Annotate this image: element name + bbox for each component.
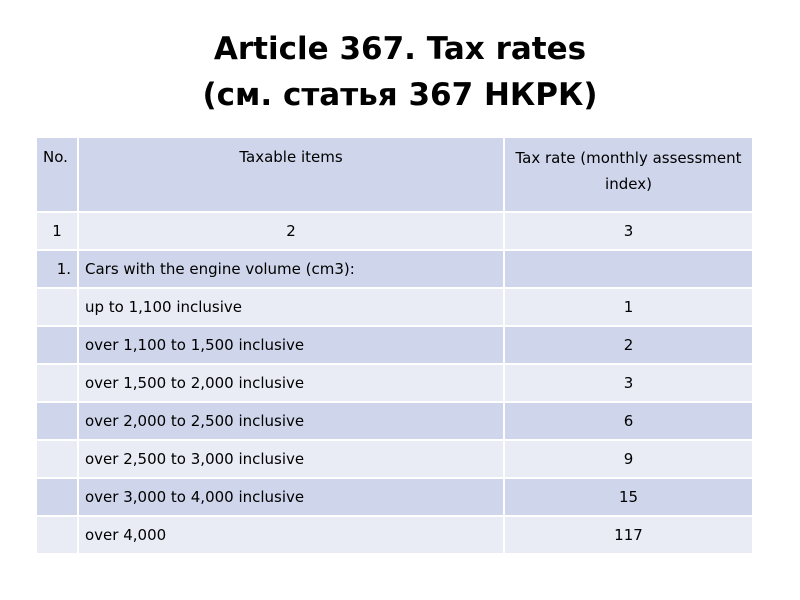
tax-rates-table: No. Taxable items Tax rate (monthly asse… bbox=[35, 136, 754, 555]
numbering-cell-1: 1 bbox=[35, 211, 79, 251]
table-row: over 2,500 to 3,000 inclusive 9 bbox=[35, 439, 754, 479]
table-row: over 3,000 to 4,000 inclusive 15 bbox=[35, 477, 754, 517]
row-item: over 3,000 to 4,000 inclusive bbox=[77, 477, 505, 517]
row-no bbox=[35, 515, 79, 555]
row-rate: 15 bbox=[503, 477, 754, 517]
row-rate: 6 bbox=[503, 401, 754, 441]
row-item: over 1,500 to 2,000 inclusive bbox=[77, 363, 505, 403]
header-no: No. bbox=[35, 136, 79, 213]
table-row: over 4,000 117 bbox=[35, 515, 754, 555]
title-line-1: Article 367. Tax rates bbox=[213, 31, 587, 67]
row-item: over 2,500 to 3,000 inclusive bbox=[77, 439, 505, 479]
header-tax-rate: Tax rate (monthly assessment index) bbox=[503, 136, 754, 213]
numbering-cell-3: 3 bbox=[503, 211, 754, 251]
table-row: up to 1,100 inclusive 1 bbox=[35, 287, 754, 327]
table-numbering-row: 1 2 3 bbox=[35, 211, 754, 251]
table-row: over 1,500 to 2,000 inclusive 3 bbox=[35, 363, 754, 403]
header-taxable-items: Taxable items bbox=[77, 136, 505, 213]
row-no bbox=[35, 439, 79, 479]
row-no bbox=[35, 363, 79, 403]
row-no bbox=[35, 325, 79, 365]
title-line-2: (см. статья 367 НКРК) bbox=[202, 77, 598, 113]
row-item: over 2,000 to 2,500 inclusive bbox=[77, 401, 505, 441]
row-rate: 9 bbox=[503, 439, 754, 479]
row-no bbox=[35, 477, 79, 517]
table-section-row: 1. Cars with the engine volume (cm3): bbox=[35, 249, 754, 289]
row-item: over 1,100 to 1,500 inclusive bbox=[77, 325, 505, 365]
table-row: over 1,100 to 1,500 inclusive 2 bbox=[35, 325, 754, 365]
row-no bbox=[35, 401, 79, 441]
row-rate: 1 bbox=[503, 287, 754, 327]
row-item: up to 1,100 inclusive bbox=[77, 287, 505, 327]
table-row: over 2,000 to 2,500 inclusive 6 bbox=[35, 401, 754, 441]
page-title: Article 367. Tax rates (см. статья 367 Н… bbox=[0, 26, 800, 118]
section-item: Cars with the engine volume (cm3): bbox=[77, 249, 505, 289]
section-no: 1. bbox=[35, 249, 79, 289]
row-rate: 2 bbox=[503, 325, 754, 365]
section-rate bbox=[503, 249, 754, 289]
numbering-cell-2: 2 bbox=[77, 211, 505, 251]
row-no bbox=[35, 287, 79, 327]
row-rate: 3 bbox=[503, 363, 754, 403]
row-rate: 117 bbox=[503, 515, 754, 555]
row-item: over 4,000 bbox=[77, 515, 505, 555]
table-header-row: No. Taxable items Tax rate (monthly asse… bbox=[35, 136, 754, 213]
